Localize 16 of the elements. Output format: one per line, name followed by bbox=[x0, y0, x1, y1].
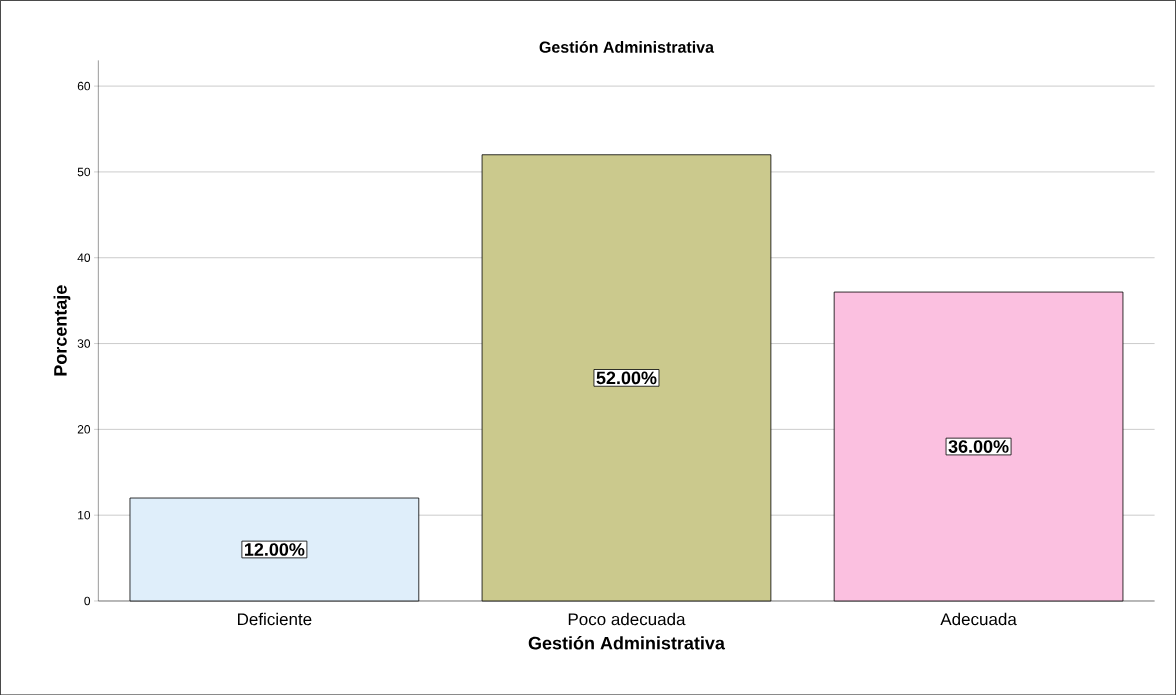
y-tick-label: 10 bbox=[78, 510, 91, 520]
y-tick-label: 50 bbox=[77, 167, 91, 176]
y-tick-label: 0 bbox=[84, 596, 91, 606]
y-axis-title: Porcentaje bbox=[53, 285, 71, 376]
x-tick-label: Poco adecuada bbox=[568, 612, 686, 626]
chart-title: Gestión Administrativa bbox=[539, 40, 715, 53]
x-axis-title: Gestión Administrativa bbox=[528, 635, 726, 650]
y-tick-label: 30 bbox=[77, 339, 91, 348]
y-tick-label: 60 bbox=[77, 81, 91, 91]
y-tick-label: 20 bbox=[77, 424, 91, 434]
y-tick-label: 40 bbox=[77, 253, 91, 262]
data-label: 12.00% bbox=[245, 542, 305, 556]
data-label: 36.00% bbox=[948, 439, 1009, 453]
x-tick-label: Adecuada bbox=[940, 612, 1017, 626]
data-label: 52.00% bbox=[596, 371, 657, 385]
x-tick-label: Deficiente bbox=[238, 612, 312, 626]
